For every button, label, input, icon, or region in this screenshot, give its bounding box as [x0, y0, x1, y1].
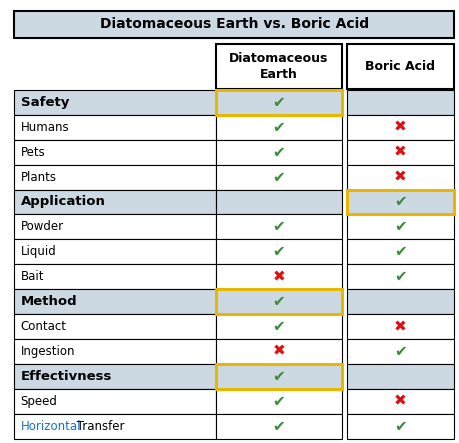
Text: ✔: ✔ — [394, 269, 407, 284]
FancyBboxPatch shape — [14, 389, 216, 414]
FancyBboxPatch shape — [347, 90, 454, 115]
Text: ✔: ✔ — [273, 244, 285, 259]
FancyBboxPatch shape — [216, 289, 342, 314]
FancyBboxPatch shape — [216, 414, 342, 439]
Text: Transfer: Transfer — [73, 420, 125, 433]
FancyBboxPatch shape — [216, 339, 342, 364]
FancyBboxPatch shape — [14, 165, 216, 190]
FancyBboxPatch shape — [14, 11, 454, 38]
FancyBboxPatch shape — [347, 364, 454, 389]
FancyBboxPatch shape — [216, 190, 342, 214]
Text: Ingestion: Ingestion — [21, 345, 75, 358]
FancyBboxPatch shape — [14, 239, 216, 264]
FancyBboxPatch shape — [14, 140, 216, 165]
FancyBboxPatch shape — [216, 389, 342, 414]
FancyBboxPatch shape — [347, 115, 454, 140]
FancyBboxPatch shape — [14, 364, 216, 389]
Text: Boric Acid: Boric Acid — [365, 60, 436, 73]
Text: ✖: ✖ — [273, 344, 285, 359]
Text: Plants: Plants — [21, 171, 56, 183]
Text: Liquid: Liquid — [21, 245, 56, 258]
FancyBboxPatch shape — [347, 264, 454, 289]
Text: ✔: ✔ — [273, 294, 285, 309]
FancyBboxPatch shape — [347, 389, 454, 414]
Text: ✔: ✔ — [273, 219, 285, 234]
FancyBboxPatch shape — [14, 90, 216, 115]
Text: ✔: ✔ — [273, 95, 285, 110]
FancyBboxPatch shape — [216, 115, 342, 140]
Text: Diatomaceous
Earth: Diatomaceous Earth — [229, 52, 329, 81]
FancyBboxPatch shape — [216, 165, 342, 190]
FancyBboxPatch shape — [216, 264, 342, 289]
FancyBboxPatch shape — [347, 44, 454, 89]
Text: ✔: ✔ — [394, 219, 407, 234]
FancyBboxPatch shape — [216, 90, 342, 115]
Text: Humans: Humans — [21, 121, 69, 134]
FancyBboxPatch shape — [216, 140, 342, 165]
Text: ✔: ✔ — [273, 145, 285, 159]
Text: Speed: Speed — [21, 395, 57, 408]
Text: ✔: ✔ — [273, 170, 285, 185]
Text: Effectivness: Effectivness — [21, 370, 112, 383]
FancyBboxPatch shape — [347, 289, 454, 314]
Text: ✔: ✔ — [273, 419, 285, 434]
FancyBboxPatch shape — [216, 44, 342, 89]
Text: ✖: ✖ — [394, 319, 407, 334]
FancyBboxPatch shape — [216, 314, 342, 339]
FancyBboxPatch shape — [14, 339, 216, 364]
Text: ✔: ✔ — [273, 120, 285, 135]
FancyBboxPatch shape — [347, 165, 454, 190]
FancyBboxPatch shape — [347, 239, 454, 264]
Text: Powder: Powder — [21, 221, 64, 233]
Text: ✔: ✔ — [394, 244, 407, 259]
FancyBboxPatch shape — [216, 214, 342, 239]
Text: ✖: ✖ — [394, 145, 407, 159]
FancyBboxPatch shape — [347, 414, 454, 439]
Text: ✔: ✔ — [394, 194, 407, 210]
Text: ✔: ✔ — [273, 394, 285, 409]
Text: ✖: ✖ — [394, 120, 407, 135]
FancyBboxPatch shape — [216, 364, 342, 389]
FancyBboxPatch shape — [347, 214, 454, 239]
Text: Pets: Pets — [21, 146, 45, 159]
Text: Diatomaceous Earth vs. Boric Acid: Diatomaceous Earth vs. Boric Acid — [100, 17, 369, 31]
FancyBboxPatch shape — [14, 314, 216, 339]
Text: ✔: ✔ — [273, 369, 285, 384]
FancyBboxPatch shape — [347, 140, 454, 165]
Text: ✔: ✔ — [394, 419, 407, 434]
Text: Safety: Safety — [21, 96, 69, 109]
Text: Contact: Contact — [21, 320, 67, 333]
Text: ✔: ✔ — [394, 344, 407, 359]
Text: Application: Application — [21, 195, 106, 209]
FancyBboxPatch shape — [347, 314, 454, 339]
Text: ✖: ✖ — [394, 394, 407, 409]
FancyBboxPatch shape — [347, 190, 454, 214]
Text: ✔: ✔ — [273, 319, 285, 334]
FancyBboxPatch shape — [14, 190, 216, 214]
Text: Method: Method — [21, 295, 77, 308]
FancyBboxPatch shape — [14, 264, 216, 289]
FancyBboxPatch shape — [14, 289, 216, 314]
Text: ✖: ✖ — [273, 269, 285, 284]
FancyBboxPatch shape — [347, 339, 454, 364]
FancyBboxPatch shape — [14, 414, 216, 439]
Text: ✖: ✖ — [394, 170, 407, 185]
FancyBboxPatch shape — [216, 239, 342, 264]
FancyBboxPatch shape — [14, 214, 216, 239]
FancyBboxPatch shape — [14, 115, 216, 140]
Text: Horizontal: Horizontal — [21, 420, 81, 433]
Text: Bait: Bait — [21, 270, 44, 283]
